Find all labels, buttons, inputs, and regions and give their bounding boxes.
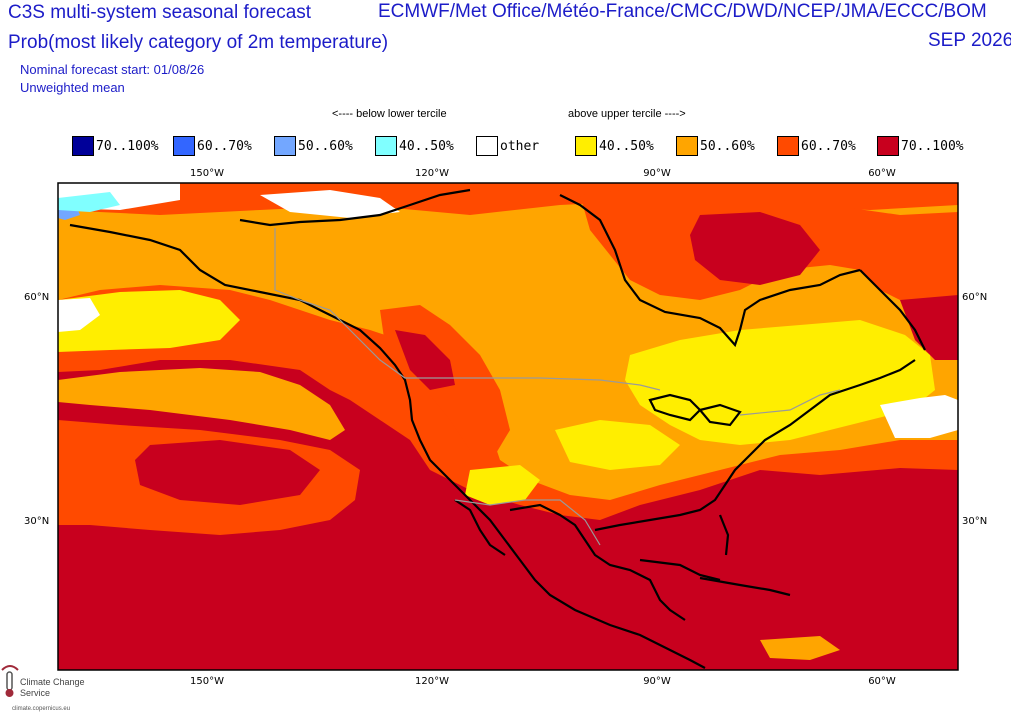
coastlines: [69, 188, 926, 669]
legend-swatch: [877, 136, 899, 156]
legend-item-below-50-60: 50..60%: [274, 134, 353, 158]
valid-month: SEP 2026: [928, 30, 1011, 51]
legend-swatch: [274, 136, 296, 156]
legend-label: 50..60%: [298, 138, 353, 154]
legend-label: 70..100%: [96, 138, 159, 154]
title-line-1: C3S multi-system seasonal forecast: [8, 2, 312, 23]
field-light-cyan: [58, 192, 120, 212]
legend-label: 60..70%: [801, 138, 856, 154]
lat-label-left: 30°N: [24, 516, 49, 527]
legend-item-above-40-50: 40..50%: [575, 134, 654, 158]
legend-item-above-70-100: 70..100%: [877, 134, 964, 158]
contributing-centres: ECMWF/Met Office/Météo-France/CMCC/DWD/N…: [378, 1, 987, 22]
field-deep-red-labrador: [900, 295, 958, 360]
field-deep-red-west: [395, 330, 455, 390]
lon-label-bottom: 120°W: [415, 676, 449, 687]
legend-item-below-70-100: 70..100%: [72, 134, 159, 158]
field-white-bering: [58, 298, 100, 332]
forecast-start: Nominal forecast start: 01/08/26: [20, 62, 205, 77]
lat-label-left: 60°N: [24, 292, 49, 303]
legend-swatch: [575, 136, 597, 156]
lon-label-top: 90°W: [643, 168, 671, 179]
borders: [274, 228, 841, 546]
field-yellow-alaska: [58, 290, 240, 352]
map-frame: [57, 182, 959, 671]
legend-swatch: [777, 136, 799, 156]
field-yellow-mexico: [465, 465, 540, 505]
legend-item-above-60-70: 60..70%: [777, 134, 856, 158]
field-yellow-central: [555, 420, 680, 470]
legend-label: 40..50%: [399, 138, 454, 154]
field-white-atlantic: [880, 395, 958, 438]
lon-label-top: 150°W: [190, 168, 224, 179]
legend-swatch: [476, 136, 498, 156]
legend-label: 50..60%: [700, 138, 755, 154]
lon-label-bottom: 90°W: [643, 676, 671, 687]
lat-label-right: 30°N: [962, 516, 987, 527]
logo-name: Climate Change Service: [20, 677, 85, 698]
lon-label-top: 60°W: [868, 168, 896, 179]
lon-label-top: 120°W: [415, 168, 449, 179]
legend-item-below-60-70: 60..70%: [173, 134, 252, 158]
legend-swatch: [72, 136, 94, 156]
above-tercile-note: above upper tercile ---->: [568, 108, 686, 120]
legend-swatch: [676, 136, 698, 156]
legend-swatch: [375, 136, 397, 156]
legend-label: 40..50%: [599, 138, 654, 154]
lon-label-bottom: 60°W: [868, 676, 896, 687]
mean-type: Unweighted mean: [20, 80, 125, 95]
legend-label: 60..70%: [197, 138, 252, 154]
field-white-beaufort: [260, 190, 400, 218]
legend-item-other: other: [476, 134, 539, 158]
title-line-2: Prob(most likely category of 2m temperat…: [8, 32, 389, 53]
lon-label-bottom: 150°W: [190, 676, 224, 687]
legend-label: other: [500, 138, 540, 154]
field-orange-caribbean: [760, 636, 840, 660]
lat-label-right: 60°N: [962, 292, 987, 303]
copernicus-thermometer-icon: [1, 665, 19, 697]
probability-field: [58, 183, 958, 670]
legend-item-below-40-50: 40..50%: [375, 134, 454, 158]
legend-swatch: [173, 136, 195, 156]
legend-item-above-50-60: 50..60%: [676, 134, 755, 158]
field-deep-red-hudson: [690, 212, 820, 285]
legend-label: 70..100%: [901, 138, 964, 154]
below-tercile-note: <---- below lower tercile: [332, 108, 447, 120]
logo-url: climate.copernicus.eu: [12, 706, 71, 712]
field-deep-red-pacific: [135, 440, 320, 505]
field-orange-pacific: [58, 368, 345, 440]
